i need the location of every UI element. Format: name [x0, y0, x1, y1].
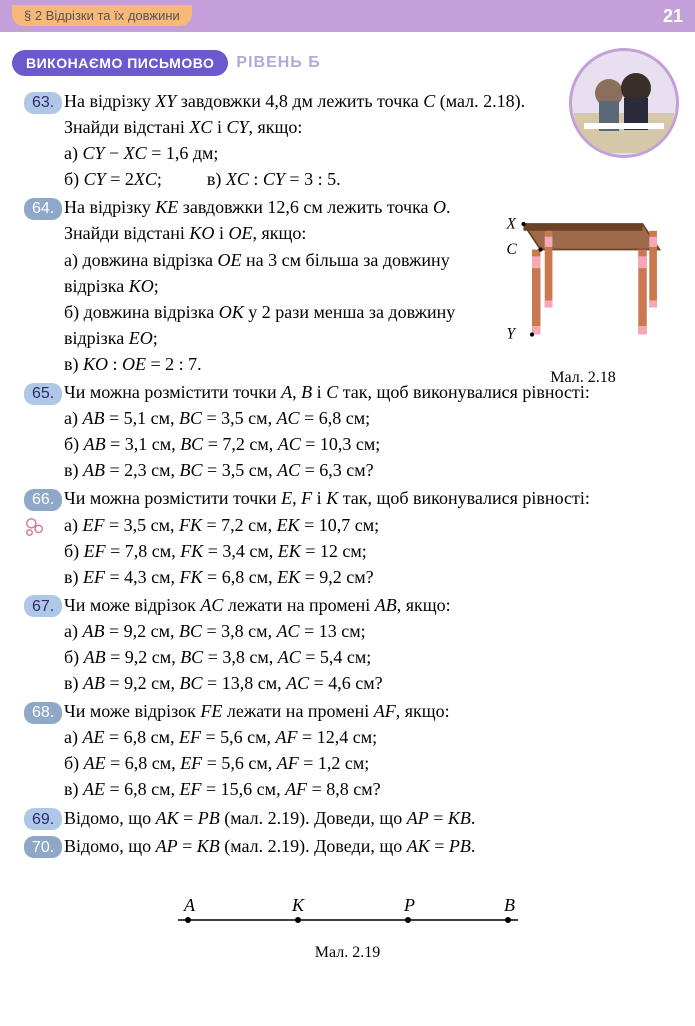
bubbles-icon [24, 516, 64, 545]
problem-line: Чи може відрізок AC лежати на промені AB… [64, 592, 671, 618]
problem-line: Відомо, що AK = PB (мал. 2.19). Доведи, … [64, 805, 671, 831]
svg-text:C: C [507, 241, 518, 258]
section-label: § 2 Відрізки та їх довжини [12, 5, 192, 26]
textbook-page: § 2 Відрізки та їх довжини 21 ВИКОНАЄМО … [0, 0, 695, 1026]
problem-line: Відомо, що AP = KB (мал. 2.19). Доведи, … [64, 833, 671, 859]
problem-number: 65. [24, 383, 62, 405]
problem-number: 69. [24, 808, 62, 830]
problem: 70.Відомо, що AP = KB (мал. 2.19). Довед… [24, 833, 671, 859]
problem: 67.Чи може відрізок AC лежати на промені… [24, 592, 671, 696]
problem-line: а) довжина відрізка OE на 3 см більша за… [64, 247, 471, 299]
problem: 69.Відомо, що AK = PB (мал. 2.19). Довед… [24, 805, 671, 831]
problem-line: в) AB = 2,3 см, BC = 3,5 см, AC = 6,3 см… [64, 457, 671, 483]
problem-line: б) AB = 3,1 см, BC = 7,2 см, AC = 10,3 с… [64, 431, 671, 457]
problem-line: в) AE = 6,8 см, EF = 15,6 см, AF = 8,8 с… [64, 776, 671, 802]
problem-number: 67. [24, 595, 62, 617]
problem-number: 64. [24, 198, 62, 220]
problem-line: б) EF = 7,8 см, FK = 3,4 см, EK = 12 см; [64, 538, 671, 564]
problem-line: а) AB = 5,1 см, BC = 3,5 см, AC = 6,8 см… [64, 405, 671, 431]
header-title: ВИКОНАЄМО ПИСЬМОВО [12, 50, 228, 76]
problem-line: б) AB = 9,2 см, BC = 3,8 см, AC = 5,4 см… [64, 644, 671, 670]
problem-number: 66. [24, 489, 62, 511]
top-bar: § 2 Відрізки та їх довжини 21 [0, 0, 695, 32]
problem-line: в) EF = 4,3 см, FK = 6,8 см, EK = 9,2 см… [64, 564, 671, 590]
problem-line: в) AB = 9,2 см, BC = 13,8 см, AC = 4,6 с… [64, 670, 671, 696]
problem-line: Чи можна розмістити точки E, F і K так, … [64, 485, 671, 511]
figure-2-19-caption: Мал. 2.19 [158, 944, 538, 962]
problem-body: Чи можна розмістити точки A, B і C так, … [64, 379, 671, 483]
problem-line: На відрізку XY завдовжки 4,8 дм лежить т… [64, 88, 541, 140]
problem-line: а) AB = 9,2 см, BC = 3,8 см, AC = 13 см; [64, 618, 671, 644]
problem-body: Чи може відрізок FE лежати на промені AF… [64, 698, 671, 802]
problem-line: а) AE = 6,8 см, EF = 5,6 см, AF = 12,4 с… [64, 724, 671, 750]
problem-line: б) довжина відрізка OK у 2 рази менша за… [64, 299, 471, 351]
figure-2-18: X C Y Мал. 2.18 [493, 190, 673, 380]
page-number: 21 [663, 6, 683, 27]
svg-text:A: A [183, 895, 196, 915]
figure-2-18-caption: Мал. 2.18 [493, 369, 673, 387]
problem-line: б) CY = 2XC; в) XC : CY = 3 : 5. [64, 166, 541, 192]
figure-2-19: A K P B Мал. 2.19 [158, 895, 538, 962]
exercise-header: ВИКОНАЄМО ПИСЬМОВО РІВЕНЬ Б [12, 50, 695, 76]
problem: 68.Чи може відрізок FE лежати на промені… [24, 698, 671, 802]
problem-body: Відомо, що AP = KB (мал. 2.19). Доведи, … [64, 833, 671, 859]
problem: 65.Чи можна розмістити точки A, B і C та… [24, 379, 671, 483]
problem-line: На відрізку KE завдовжки 12,6 см лежить … [64, 194, 471, 246]
svg-text:B: B [504, 895, 515, 915]
problem-number: 63. [24, 92, 62, 114]
problem-body: Чи може відрізок AC лежати на промені AB… [64, 592, 671, 696]
problem-line: б) AE = 6,8 см, EF = 5,6 см, AF = 1,2 см… [64, 750, 671, 776]
problem-line: Чи може відрізок FE лежати на промені AF… [64, 698, 671, 724]
problem: 66.Чи можна розмістити точки E, F і K та… [24, 485, 671, 589]
svg-text:P: P [403, 895, 415, 915]
problem-line: в) KO : OE = 2 : 7. [64, 351, 471, 377]
problem-line: а) EF = 3,5 см, FK = 7,2 см, EK = 10,7 с… [64, 512, 671, 538]
level-label: РІВЕНЬ Б [236, 54, 320, 72]
problem-line: а) CY − XC = 1,6 дм; [64, 140, 541, 166]
svg-text:K: K [291, 895, 305, 915]
problem-body: Відомо, що AK = PB (мал. 2.19). Доведи, … [64, 805, 671, 831]
problem-body: Чи можна розмістити точки E, F і K так, … [64, 485, 671, 589]
svg-text:X: X [506, 215, 517, 232]
svg-text:Y: Y [507, 326, 517, 343]
problem-number: 68. [24, 702, 62, 724]
problem-number: 70. [24, 836, 62, 858]
